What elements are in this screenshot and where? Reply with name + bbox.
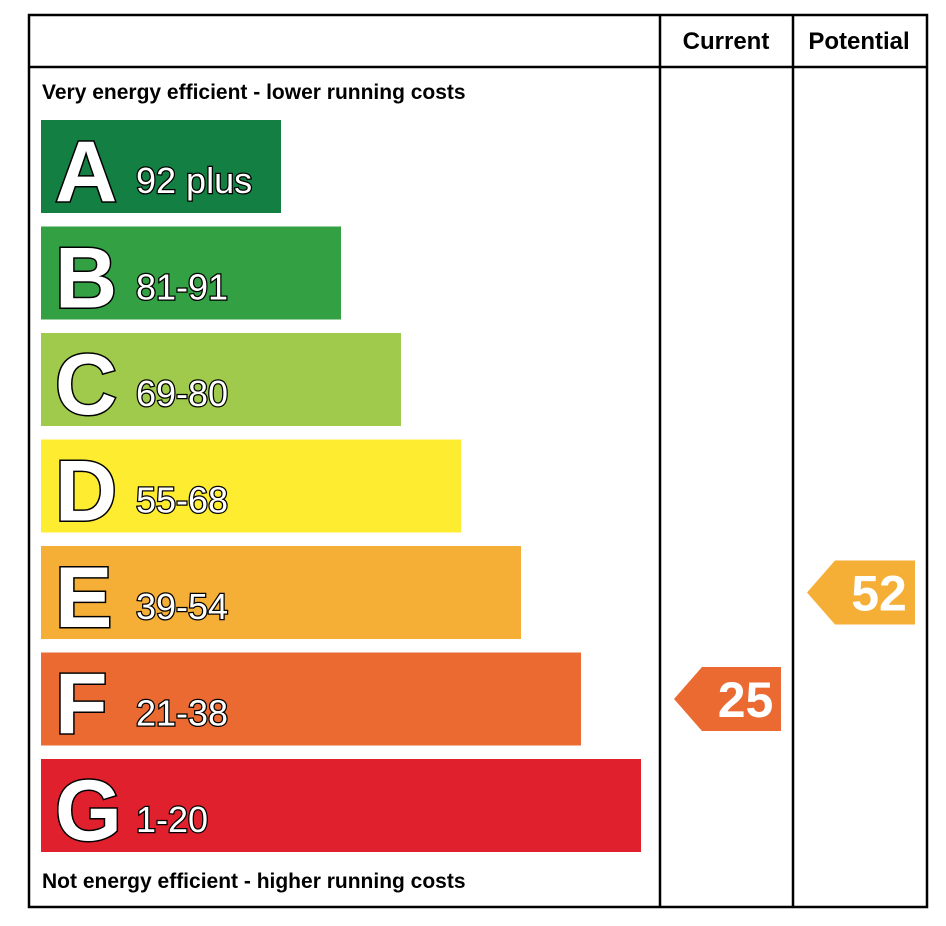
band-a: A 92 plus — [41, 120, 281, 222]
band-letter: E — [55, 550, 112, 646]
potential-rating-marker: 52 — [807, 560, 915, 625]
band-range: 21-38 — [136, 693, 228, 734]
band-letter: F — [55, 657, 108, 753]
band-range: 81-91 — [136, 267, 228, 308]
band-range: 69-80 — [136, 373, 228, 414]
current-rating-value: 25 — [718, 672, 774, 728]
band-b: B 81-91 — [41, 226, 341, 328]
header-current: Current — [683, 28, 770, 55]
band-letter: C — [55, 337, 117, 433]
potential-rating-value: 52 — [851, 566, 907, 622]
band-bar — [41, 652, 581, 746]
band-range: 1-20 — [136, 799, 208, 840]
bottom-note: Not energy efficient - higher running co… — [42, 870, 466, 893]
band-g: G 1-20 — [41, 759, 641, 861]
potential-rating-arrow — [807, 560, 915, 625]
band-bar — [41, 120, 281, 213]
band-range: 92 plus — [136, 160, 252, 201]
current-rating-marker: 25 — [674, 667, 781, 731]
chart-frame — [27, 13, 929, 909]
header-potential: Potential — [808, 28, 909, 55]
band-bar — [41, 333, 401, 426]
band-bar — [41, 759, 641, 852]
band-range: 55-68 — [136, 480, 228, 521]
band-range: 39-54 — [136, 586, 228, 627]
band-d: D 55-68 — [41, 439, 461, 541]
band-letter: G — [55, 763, 122, 859]
band-letter: A — [55, 124, 117, 220]
current-rating-arrow — [674, 667, 781, 731]
top-note: Very energy efficient - lower running co… — [42, 81, 466, 104]
band-bar — [41, 439, 461, 533]
band-letter: B — [55, 231, 117, 327]
band-c: C 69-80 — [41, 333, 401, 435]
band-bar — [41, 546, 521, 639]
band-f: F 21-38 — [41, 652, 581, 754]
band-bar — [41, 226, 341, 320]
band-letter: D — [55, 444, 117, 540]
band-e: E 39-54 — [41, 546, 521, 648]
